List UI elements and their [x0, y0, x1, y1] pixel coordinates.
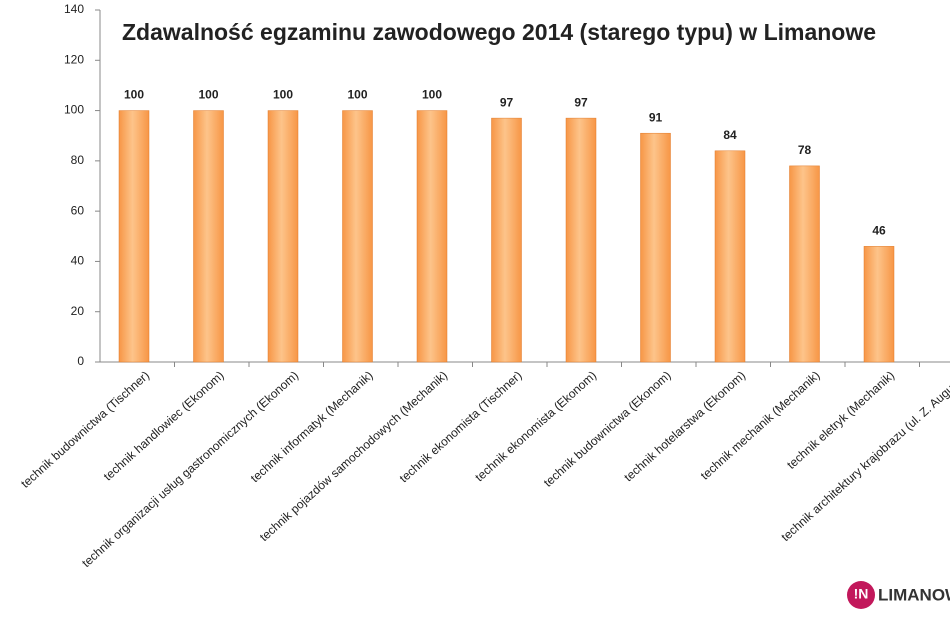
y-tick-label: 40 — [71, 254, 85, 268]
y-tick-label: 20 — [71, 304, 85, 318]
bar — [416, 110, 448, 363]
value-label: 100 — [273, 88, 293, 102]
x-tick-label: technik budownictwa (Ekonom) — [541, 368, 674, 490]
logo: !N LIMANOW — [847, 581, 950, 609]
y-tick-label: 80 — [71, 153, 85, 167]
x-tick-label: technik mechanik (Mechanik) — [698, 368, 823, 482]
bar — [193, 110, 224, 363]
x-tick-label: technik hotelarstwa (Ekonom) — [621, 368, 748, 484]
bar — [491, 117, 522, 363]
bar — [714, 150, 746, 363]
logo-circle — [847, 581, 875, 609]
bar — [342, 110, 373, 363]
y-tick-label: 0 — [77, 354, 84, 368]
x-tick-label: technik ekonomista (Tischner) — [397, 368, 525, 485]
logo-text: LIMANOW — [878, 585, 950, 604]
bar — [267, 110, 299, 363]
y-tick-label: 100 — [64, 103, 84, 117]
x-tick-label: technik budownictwa (Tischner) — [18, 368, 152, 491]
logo-mark: !N — [854, 586, 869, 602]
value-label: 100 — [347, 88, 367, 102]
bar — [640, 132, 671, 363]
value-label: 84 — [723, 128, 737, 142]
value-label: 100 — [422, 88, 442, 102]
y-tick-label: 60 — [71, 203, 85, 217]
value-label: 100 — [124, 88, 144, 102]
value-label: 97 — [500, 95, 514, 109]
bar — [863, 246, 895, 363]
value-label: 97 — [574, 95, 588, 109]
y-tick-label: 120 — [64, 52, 84, 66]
bar — [118, 110, 150, 363]
value-label: 46 — [872, 224, 886, 238]
bar — [565, 117, 597, 363]
y-tick-label: 140 — [64, 2, 84, 16]
x-tick-label: technik informatyk (Mechanik) — [248, 368, 376, 485]
x-tick-label: technik handlowiec (Ekonom) — [101, 368, 227, 483]
x-tick-label: technik ekonomista (Ekonom) — [472, 368, 599, 484]
chart-title: Zdawalność egzaminu zawodowego 2014 (sta… — [122, 19, 876, 45]
value-label: 100 — [198, 88, 218, 102]
value-label: 91 — [649, 110, 663, 124]
bar — [789, 165, 820, 363]
value-label: 78 — [798, 143, 812, 157]
